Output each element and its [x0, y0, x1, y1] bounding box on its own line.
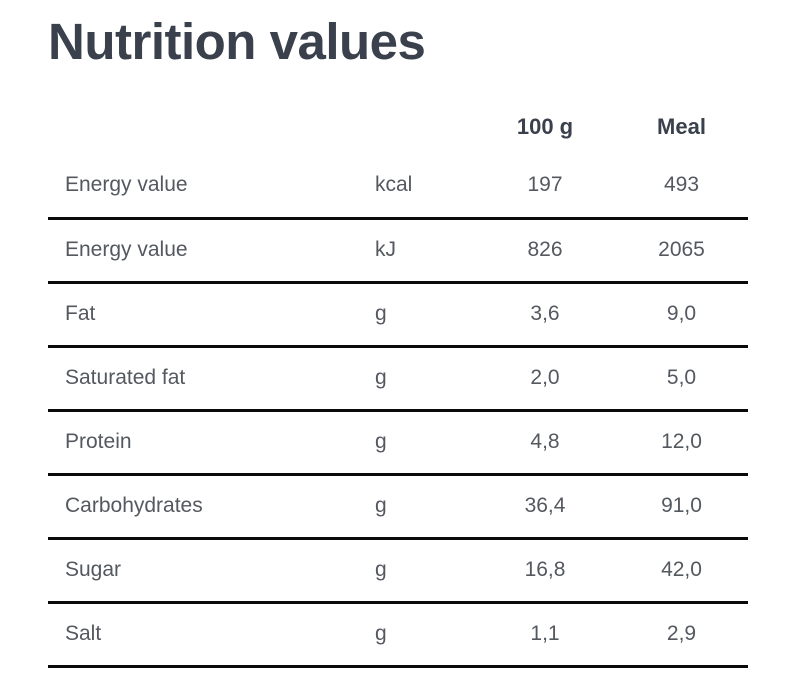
header-100g-column: 100 g	[516, 114, 574, 140]
nutrient-per-meal-value: 493	[615, 154, 748, 220]
table-row: Protein g 4,8 12,0	[48, 410, 748, 476]
nutrient-name: Carbohydrates	[48, 474, 363, 540]
nutrition-table-header: 100 g Meal	[48, 104, 748, 154]
nutrient-name: Salt	[48, 602, 363, 668]
nutrient-per-100g-value: 2,0	[475, 346, 615, 412]
table-row: Saturated fat g 2,0 5,0	[48, 346, 748, 412]
header-label-column	[48, 104, 363, 154]
nutrient-per-meal-value: 2065	[615, 218, 748, 284]
nutrient-per-meal-value: 91,0	[615, 474, 748, 540]
header-meal-column: Meal	[657, 114, 706, 140]
nutrient-unit: g	[363, 538, 475, 604]
nutrient-unit: g	[363, 474, 475, 540]
nutrient-per-100g-value: 4,8	[475, 410, 615, 476]
nutrient-per-100g-value: 826	[475, 218, 615, 284]
nutrient-unit: kcal	[363, 154, 475, 220]
nutrient-per-meal-value: 5,0	[615, 346, 748, 412]
nutrient-unit: g	[363, 410, 475, 476]
nutrient-per-100g-value: 16,8	[475, 538, 615, 604]
nutrition-table: 100 g Meal Energy value kcal 197 493 Ene…	[48, 104, 748, 668]
nutrient-name: Saturated fat	[48, 346, 363, 412]
header-unit-column	[363, 104, 475, 154]
nutrient-per-100g-value: 1,1	[475, 602, 615, 668]
page-title: Nutrition values	[48, 13, 426, 70]
nutrient-unit: kJ	[363, 218, 475, 284]
nutrient-name: Energy value	[48, 218, 363, 284]
nutrient-per-100g-value: 3,6	[475, 282, 615, 348]
table-row: Sugar g 16,8 42,0	[48, 538, 748, 604]
nutrient-unit: g	[363, 346, 475, 412]
table-row: Energy value kJ 826 2065	[48, 218, 748, 284]
nutrient-per-100g-value: 36,4	[475, 474, 615, 540]
nutrient-name: Protein	[48, 410, 363, 476]
nutrient-name: Fat	[48, 282, 363, 348]
table-row: Fat g 3,6 9,0	[48, 282, 748, 348]
nutrient-name: Sugar	[48, 538, 363, 604]
table-row: Carbohydrates g 36,4 91,0	[48, 474, 748, 540]
nutrient-name: Energy value	[48, 154, 363, 220]
nutrient-per-meal-value: 9,0	[615, 282, 748, 348]
nutrition-table-body: Energy value kcal 197 493 Energy value k…	[48, 154, 748, 668]
nutrient-unit: g	[363, 602, 475, 668]
nutrient-per-100g-value: 197	[475, 154, 615, 220]
table-row: Energy value kcal 197 493	[48, 154, 748, 220]
nutrient-per-meal-value: 42,0	[615, 538, 748, 604]
nutrient-per-meal-value: 12,0	[615, 410, 748, 476]
table-row: Salt g 1,1 2,9	[48, 602, 748, 668]
nutrient-per-meal-value: 2,9	[615, 602, 748, 668]
nutrient-unit: g	[363, 282, 475, 348]
